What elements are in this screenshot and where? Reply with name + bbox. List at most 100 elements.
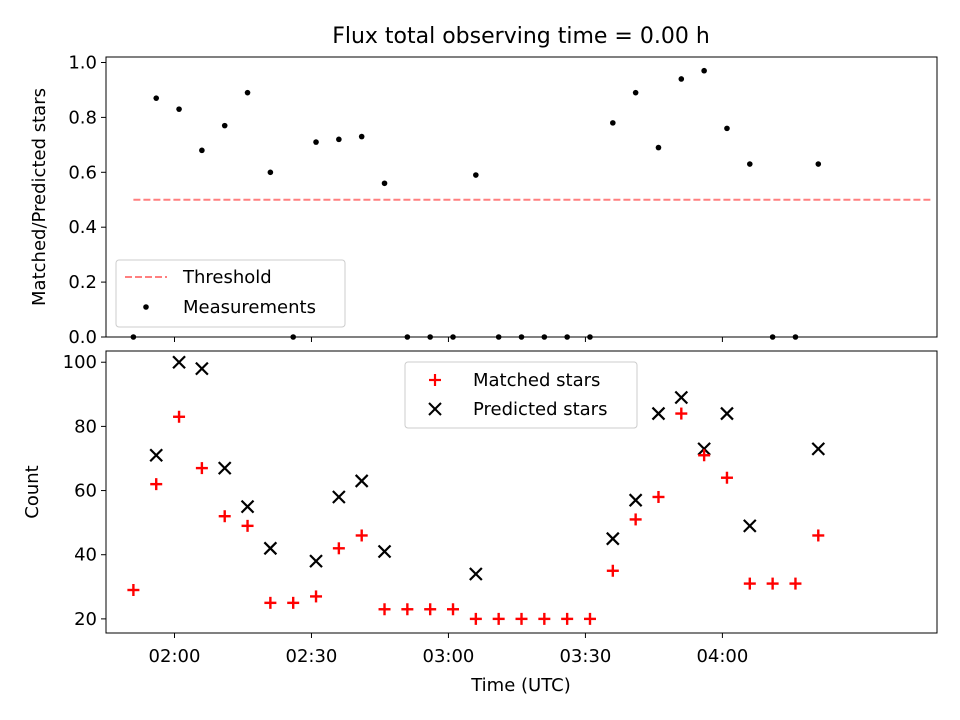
bottom-y-tick-label: 60	[74, 481, 97, 502]
measurement-point	[313, 139, 319, 145]
top-y-tick-label: 0.4	[68, 217, 97, 238]
predicted-star-marker	[469, 567, 483, 581]
predicted-star-marker	[606, 531, 620, 546]
top-y-tick-label: 1.0	[68, 52, 97, 73]
matched-star-marker	[766, 577, 779, 590]
bottom-y-axis-ticks: 20 40 60 80 100	[63, 352, 106, 630]
bottom-legend-box	[404, 361, 638, 429]
predicted-star-marker	[263, 541, 278, 556]
top-y-axis-ticks: 0.0 0.2 0.4 0.6 0.8 1.0	[68, 52, 106, 348]
bottom-plot-frame	[105, 350, 938, 634]
matched-star-marker	[675, 407, 688, 420]
matched-star-marker	[195, 462, 208, 475]
measurement-point	[244, 89, 251, 96]
measurement-point	[564, 334, 570, 340]
top-y-tick-label: 0.2	[68, 272, 97, 293]
predicted-star-marker	[651, 406, 666, 421]
measurement-point	[769, 334, 776, 340]
measurement-point	[290, 334, 297, 340]
matched-star-marker	[492, 612, 505, 625]
bottom-y-axis-label: Count	[22, 465, 43, 518]
legend-predicted-swatch	[428, 402, 442, 416]
matched-star-marker	[812, 529, 825, 542]
matched-star-marker	[743, 577, 756, 590]
matched-star-marker	[652, 490, 665, 503]
predicted-star-marker	[628, 493, 643, 507]
matched-star-marker	[515, 612, 528, 625]
predicted-stars-layer	[149, 355, 826, 581]
predicted-star-marker	[697, 442, 711, 456]
matched-star-marker	[218, 510, 231, 523]
matched-stars-layer	[127, 407, 825, 625]
measurement-point	[655, 144, 662, 151]
bottom-x-tick-label: 02:30	[286, 646, 338, 667]
legend-measurements-label: Measurements	[183, 297, 316, 318]
measurement-point	[632, 89, 639, 96]
matched-star-marker	[287, 596, 300, 609]
matched-star-marker	[127, 584, 140, 597]
matched-star-marker	[698, 449, 711, 462]
legend-predicted-label: Predicted stars	[473, 399, 607, 420]
bottom-y-tick-label: 40	[74, 545, 97, 566]
measurement-point	[610, 120, 616, 126]
legend-threshold-label: Threshold	[182, 267, 272, 288]
matched-star-marker	[561, 612, 574, 625]
predicted-star-marker	[720, 406, 734, 421]
top-panel: Flux total observing time = 0.00 h 0.00.…	[29, 24, 938, 348]
matched-star-marker	[241, 519, 254, 532]
matched-star-marker	[720, 471, 733, 484]
measurement-point	[404, 334, 411, 340]
top-y-tick-label: 0.6	[68, 162, 97, 183]
predicted-star-marker	[217, 461, 232, 475]
measurement-point	[381, 180, 388, 187]
predicted-star-marker	[172, 355, 186, 370]
legend-matched-swatch	[429, 374, 441, 386]
top-y-tick-label: 0.0	[68, 327, 97, 348]
matched-star-marker	[332, 542, 345, 555]
legend-measurements-swatch	[143, 304, 149, 310]
bottom-y-tick-label: 20	[74, 609, 97, 630]
measurement-point	[153, 95, 160, 101]
bottom-x-tick-label: 02:00	[149, 646, 201, 667]
measurement-point	[130, 334, 137, 340]
bottom-y-tick-label: 100	[63, 352, 97, 373]
bottom-x-axis-ticks: 02:00 02:30 03:00 03:30 04:00	[149, 633, 748, 667]
predicted-star-marker	[674, 390, 689, 405]
measurement-point	[221, 122, 228, 129]
measurement-point	[336, 136, 342, 143]
top-legend-box	[115, 259, 346, 328]
measurement-point	[358, 133, 365, 140]
measurement-point	[176, 106, 182, 112]
matched-star-marker	[401, 603, 414, 616]
measurement-point	[815, 161, 822, 167]
matched-star-marker	[606, 564, 619, 577]
predicted-star-marker	[354, 474, 369, 488]
measurement-point	[473, 172, 479, 178]
predicted-star-marker	[811, 442, 826, 456]
measurement-point	[199, 147, 205, 154]
measurement-point	[450, 334, 456, 340]
bottom-x-tick-label: 03:30	[559, 646, 611, 667]
legend-matched-label: Matched stars	[473, 370, 600, 391]
predicted-star-marker	[743, 519, 757, 533]
matched-star-marker	[378, 603, 391, 616]
predicted-star-marker	[377, 544, 392, 559]
matched-star-marker	[789, 577, 802, 590]
bottom-x-tick-label: 03:00	[423, 646, 475, 667]
measurement-point	[495, 334, 502, 340]
predicted-star-marker	[240, 499, 255, 514]
measurements-layer	[130, 67, 822, 340]
measurement-point	[267, 169, 274, 176]
bottom-x-tick-label: 04:00	[696, 646, 748, 667]
measurement-point	[518, 334, 525, 340]
top-y-tick-label: 0.8	[68, 107, 97, 128]
matched-star-marker	[469, 612, 482, 625]
matched-star-marker	[583, 612, 596, 625]
matched-star-marker	[310, 590, 323, 603]
predicted-star-marker	[309, 554, 323, 568]
predicted-star-marker	[149, 448, 164, 463]
measurement-point	[792, 334, 799, 340]
bottom-panel: 20 40 60 80 100 02:00 02:30 03:00 03:30 04:00 Co…	[22, 350, 938, 696]
chart-title: Flux total observing time = 0.00 h	[332, 24, 710, 49]
